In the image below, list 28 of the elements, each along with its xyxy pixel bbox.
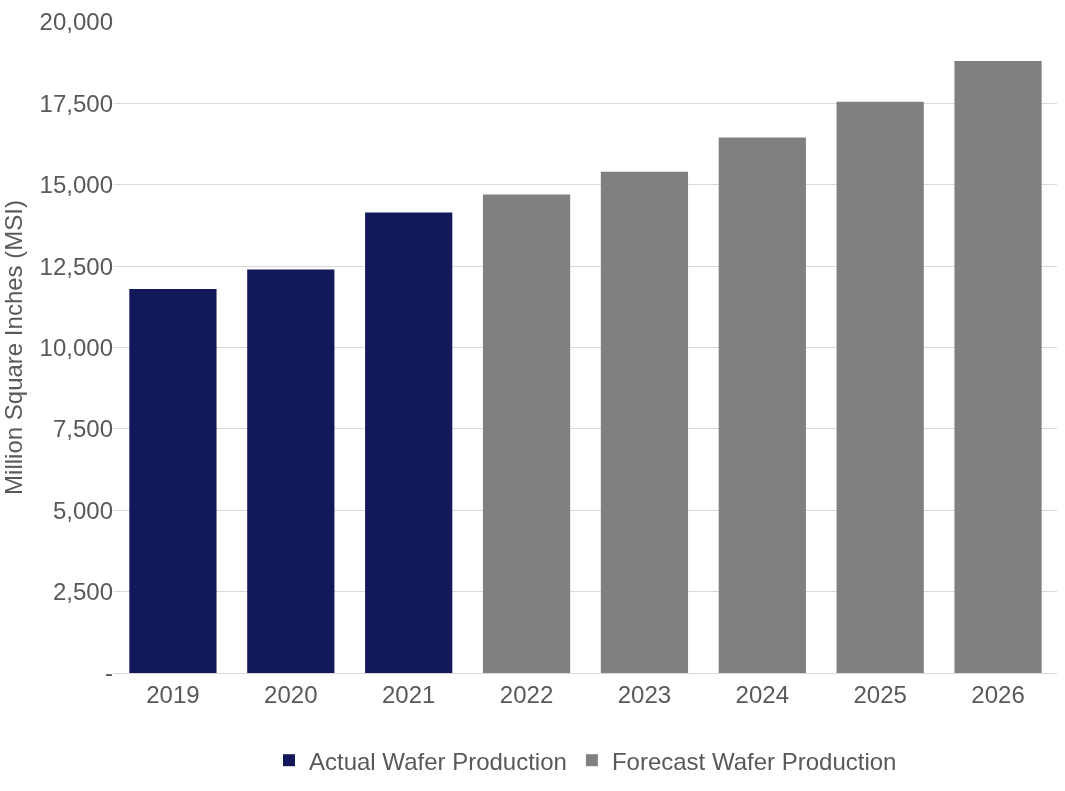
y-axis-title: Million Square Inches (MSI) <box>0 200 27 495</box>
legend-label: Actual Wafer Production <box>309 747 567 775</box>
x-tick-label: 2019 <box>146 680 200 708</box>
bar <box>600 171 689 673</box>
bar <box>836 101 924 673</box>
bar <box>482 194 571 673</box>
y-tick-label: - <box>105 659 113 687</box>
x-tick-label: 2020 <box>264 680 318 708</box>
legend-label: Forecast Wafer Production <box>611 747 897 775</box>
y-tick-label: 15,000 <box>39 171 113 199</box>
x-tick-label: 2022 <box>499 680 554 708</box>
x-tick-label: 2021 <box>381 680 436 708</box>
bar <box>718 137 806 673</box>
bar <box>129 288 217 673</box>
y-tick-label: 10,000 <box>39 333 113 361</box>
bar <box>365 212 453 673</box>
x-tick-label: 2024 <box>735 680 790 708</box>
x-tick-label: 2025 <box>853 680 907 708</box>
y-tick-label: 7,500 <box>52 415 113 443</box>
y-tick-label: 20,000 <box>39 8 113 36</box>
y-tick-label: 17,500 <box>39 89 113 117</box>
bar <box>954 61 1042 673</box>
y-tick-label: 12,500 <box>39 252 113 280</box>
bar <box>247 269 335 673</box>
x-tick-label: 2023 <box>617 680 672 708</box>
y-tick-label: 5,000 <box>52 496 113 524</box>
y-tick-label: 2,500 <box>52 578 113 606</box>
x-tick-label: 2026 <box>971 680 1025 708</box>
